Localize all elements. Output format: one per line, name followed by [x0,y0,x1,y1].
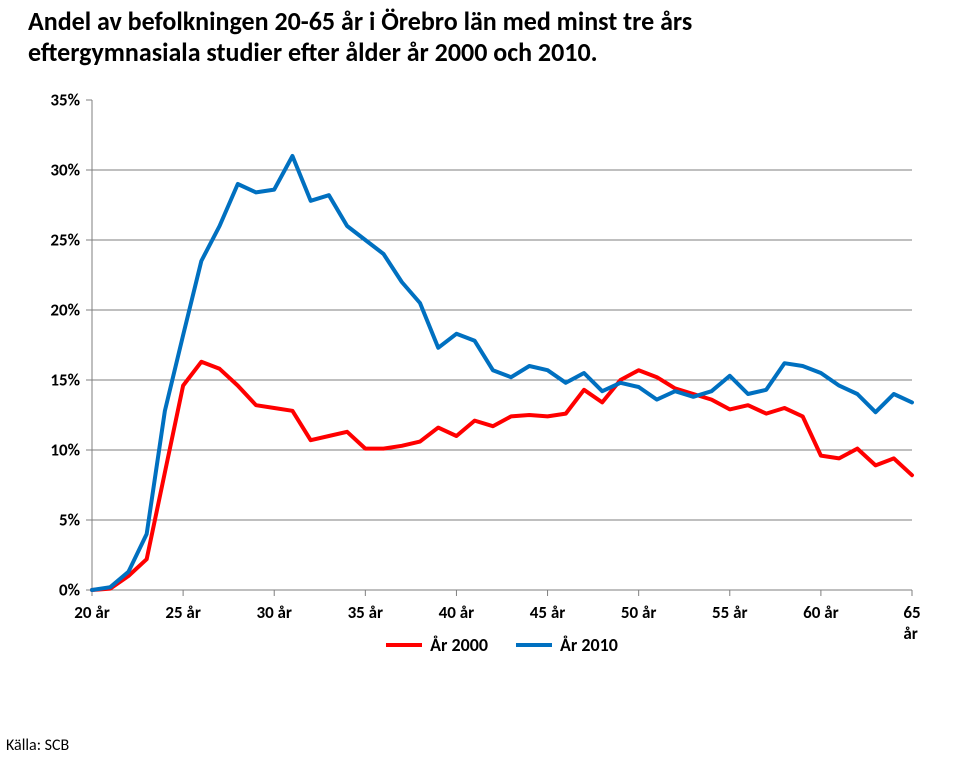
legend-item: År 2000 [386,634,488,656]
y-tick-label: 30% [28,160,80,181]
chart-container: 0% 5% 10% 15% 20% 25% 30% 35% 20 år 25 år 30 år 35… [28,90,928,690]
y-tick-label: 5% [28,510,80,531]
x-tick-label: 30 år [256,602,292,623]
chart-legend: År 2000 År 2010 [92,630,912,656]
x-tick-label: 55 år [712,602,748,623]
legend-label: År 2010 [560,634,618,656]
y-tick-label: 0% [28,580,80,601]
legend-swatch [516,643,552,647]
series-år-2000 [92,362,912,590]
x-tick-label: 25 år [165,602,201,623]
legend-item: År 2010 [516,634,618,656]
x-tick-label: 35 år [348,602,384,623]
x-tick-label: 60 år [803,602,839,623]
title-line-2: eftergymnasiala studier efter ålder år 2… [28,36,598,68]
legend-label: År 2000 [430,634,488,656]
title-line-1: Andel av befolkningen 20-65 år i Örebro … [28,5,692,37]
y-tick-label: 35% [28,90,80,111]
page-title: Andel av befolkningen 20-65 år i Örebro … [28,6,888,68]
x-tick-label: 40 år [439,602,475,623]
line-chart [28,90,928,650]
series-år-2010 [92,156,912,590]
x-tick-label: 50 år [621,602,657,623]
y-tick-label: 15% [28,370,80,391]
x-tick-label: 45 år [530,602,566,623]
y-tick-label: 10% [28,440,80,461]
y-tick-label: 25% [28,230,80,251]
legend-swatch [386,643,422,647]
y-tick-label: 20% [28,300,80,321]
x-tick-label: 20 år [74,602,110,623]
source-label: Källa: SCB [6,736,69,755]
